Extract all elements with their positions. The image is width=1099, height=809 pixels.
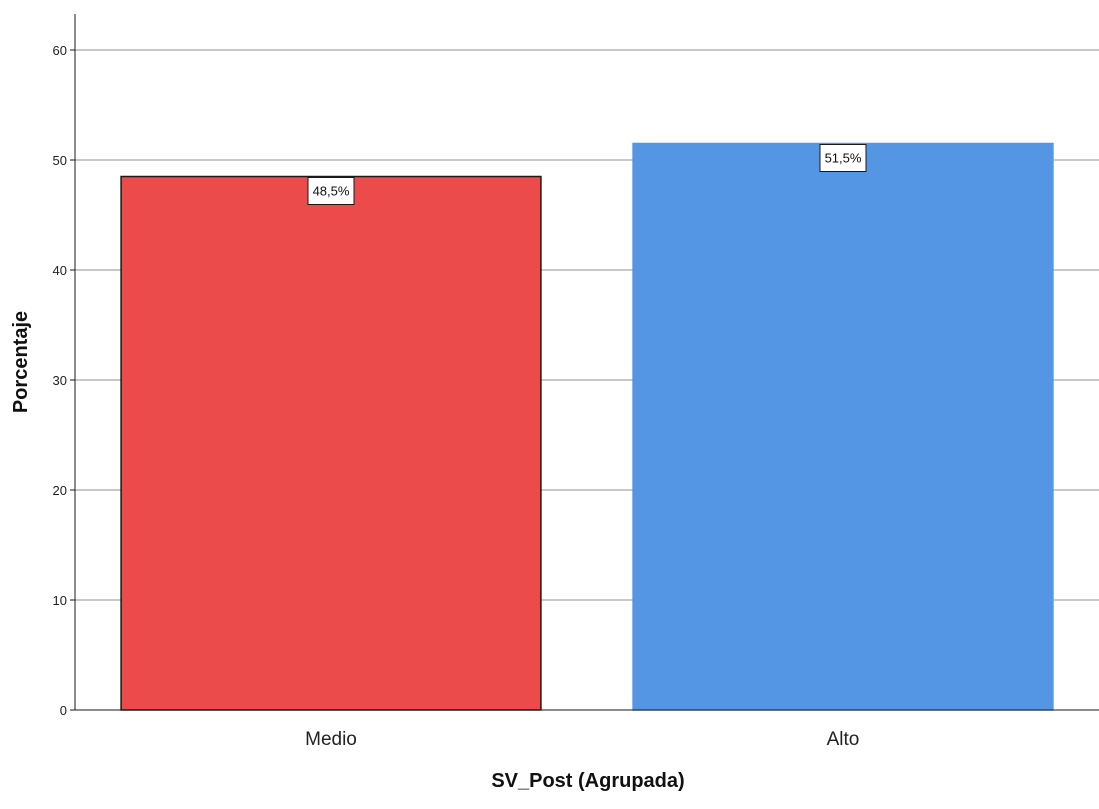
x-category-label: Alto	[827, 729, 860, 750]
y-tick-label: 20	[53, 483, 67, 498]
x-category-labels: Medio Alto	[305, 729, 859, 750]
x-category-label: Medio	[305, 729, 357, 750]
y-tick-label: 10	[53, 593, 67, 608]
bar-alto	[632, 142, 1054, 711]
y-tick-label: 40	[53, 263, 67, 278]
y-tick-labels: 0 10 20 30 40 50 60	[53, 43, 75, 718]
data-label-box	[819, 144, 867, 172]
y-axis-title: Porcentaje	[10, 311, 32, 413]
y-tick-label: 0	[60, 703, 67, 718]
bar-medio	[120, 175, 542, 711]
data-label-box	[307, 177, 355, 205]
y-tick-label: 60	[53, 43, 67, 58]
bars	[120, 142, 1054, 711]
data-labels: 48,5% 51,5%	[307, 144, 867, 205]
y-tick-label: 50	[53, 153, 67, 168]
x-axis-title: SV_Post (Agrupada)	[491, 770, 684, 792]
data-label: 51,5%	[825, 151, 862, 166]
y-tick-label: 30	[53, 373, 67, 388]
data-label: 48,5%	[313, 184, 350, 199]
